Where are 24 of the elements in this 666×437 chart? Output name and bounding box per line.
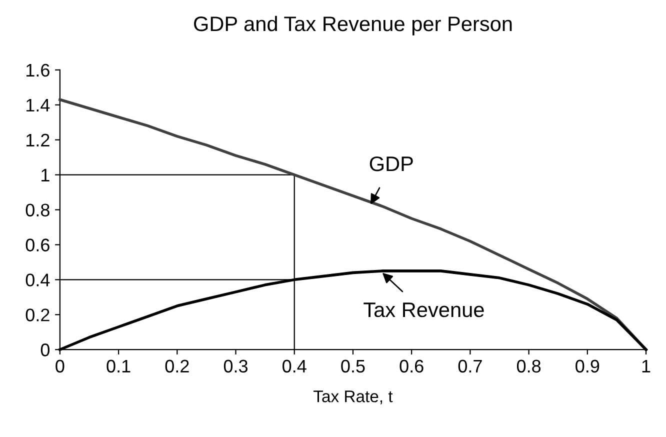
x-tick-label: 1 (642, 360, 650, 372)
x-tick-label: 0.3 (224, 360, 248, 373)
x-tick-label: 0.6 (400, 360, 424, 373)
x-tick-label: 0 (56, 360, 64, 373)
y-tick-label: 0.4 (26, 274, 50, 286)
y-tick-label: 0.2 (26, 308, 50, 322)
x-tick-label: 0.1 (106, 360, 130, 373)
x-tick-label: 0.4 (282, 360, 306, 373)
y-tick-label: 1 (42, 168, 50, 182)
x-tick-label: 0.7 (458, 360, 482, 373)
y-tick-label: 1.6 (26, 64, 50, 77)
y-tick-label: 0.6 (26, 238, 50, 252)
y-tick-label: 1.2 (26, 134, 50, 146)
chart-title: GDP and Tax Revenue per Person (194, 16, 512, 36)
y-tick-label: 1.4 (26, 99, 50, 112)
x-tick-label: 0.5 (341, 360, 365, 373)
annotation: GDP (370, 156, 413, 172)
x-tick-label: 0.8 (516, 360, 541, 373)
y-tick-label: 0.8 (26, 204, 50, 216)
annotation: Tax Revenue (364, 302, 484, 318)
y-tick-label: 0 (40, 344, 50, 356)
x-tick-label: 0.9 (576, 360, 600, 373)
x-axis-title: Tax Rate, t (314, 390, 393, 404)
x-tick-label: 0.2 (165, 360, 189, 373)
